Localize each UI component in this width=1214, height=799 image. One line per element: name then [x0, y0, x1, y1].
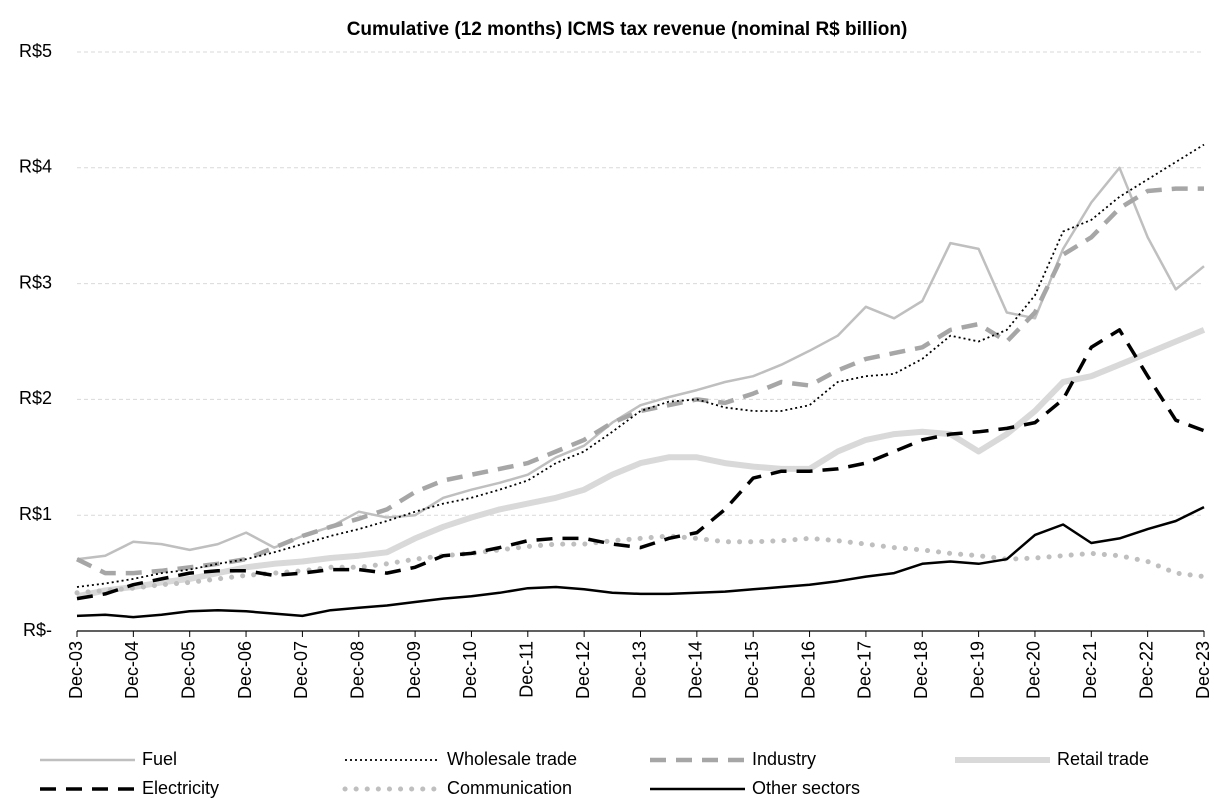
x-tick-label: Dec-19: [967, 641, 987, 699]
x-tick-label: Dec-22: [1136, 641, 1156, 699]
x-tick-label: Dec-17: [855, 641, 875, 699]
legend-label: Wholesale trade: [447, 749, 577, 769]
series-line: [76, 328, 1205, 601]
x-tick-label: Dec-18: [911, 641, 931, 699]
series-line: [76, 166, 1205, 561]
x-tick-label: Dec-13: [629, 641, 649, 699]
series-line: [76, 505, 1205, 619]
x-tick-label: Dec-23: [1193, 641, 1213, 699]
x-tick-label: Dec-05: [178, 641, 198, 699]
y-tick-label: R$1: [19, 504, 52, 524]
y-tick-label: R$3: [19, 272, 52, 292]
x-tick-label: Dec-20: [1024, 641, 1044, 699]
series-line: [76, 186, 1204, 576]
x-tick-label: Dec-10: [460, 641, 480, 699]
x-tick-label: Dec-06: [235, 641, 255, 699]
y-tick-label: R$2: [19, 388, 52, 408]
x-tick-label: Dec-12: [573, 641, 593, 699]
x-tick-label: Dec-16: [798, 641, 818, 699]
series-line: [76, 143, 1205, 588]
x-tick-label: Dec-15: [742, 641, 762, 699]
x-tick-label: Dec-09: [404, 641, 424, 699]
y-tick-label: R$5: [19, 41, 52, 61]
legend-label: Communication: [447, 778, 572, 798]
legend-label: Retail trade: [1057, 749, 1149, 769]
y-tick-label: R$-: [23, 620, 52, 640]
x-tick-label: Dec-04: [122, 641, 142, 699]
series-line: [76, 327, 1206, 600]
x-tick-label: Dec-14: [686, 641, 706, 699]
chart-title: Cumulative (12 months) ICMS tax revenue …: [347, 19, 908, 40]
x-tick-label: Dec-21: [1080, 641, 1100, 699]
y-tick-label: R$4: [19, 157, 52, 177]
x-tick-label: Dec-08: [348, 641, 368, 699]
x-tick-label: Dec-07: [291, 641, 311, 699]
legend-label: Industry: [752, 749, 816, 769]
legend-label: Electricity: [142, 778, 219, 798]
x-tick-label: Dec-03: [66, 641, 86, 699]
legend-label: Other sectors: [752, 778, 860, 798]
x-tick-label: Dec-11: [517, 641, 537, 698]
legend-label: Fuel: [142, 749, 177, 769]
